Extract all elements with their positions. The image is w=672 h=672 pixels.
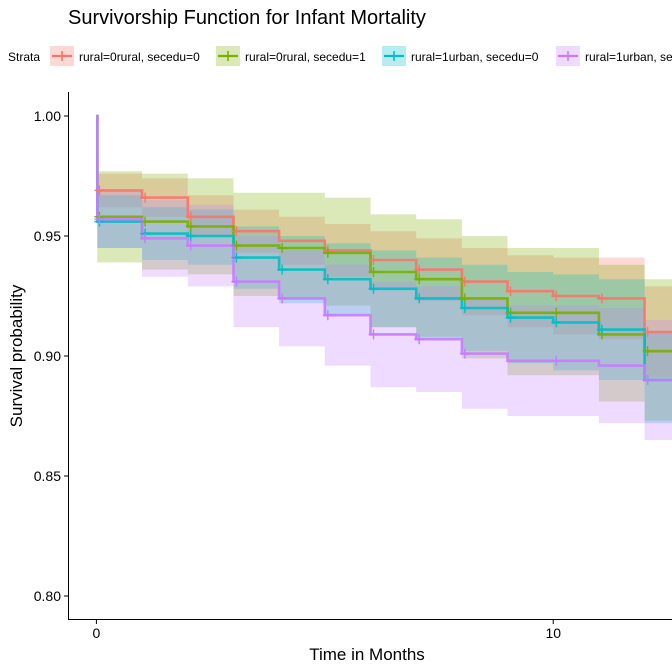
censor-mark-rural-0rural-secedu-0-8 <box>505 286 516 297</box>
y-axis-label: Survival probability <box>7 284 26 427</box>
censor-mark-rural-1urban-secedu-1-2 <box>185 240 196 251</box>
censor-mark-rural-1urban-secedu-1-9 <box>551 355 562 366</box>
censor-mark-rural-0rural-secedu-0-3 <box>231 226 242 237</box>
censor-mark-rural-0rural-secedu-0-11 <box>642 327 653 337</box>
ci-band-rural-1urban-secedu-1 <box>96 116 672 440</box>
censor-marks <box>94 185 653 385</box>
censor-mark-rural-0rural-secedu-0-0 <box>94 185 105 196</box>
x-axis-ticks: 0 10 <box>93 620 561 641</box>
y-tick-label: 0.95 <box>34 228 61 244</box>
y-tick-label: 1.00 <box>34 108 61 124</box>
censor-mark-rural-1urban-secedu-0-4 <box>277 264 288 275</box>
legend-item-rural-0rural-secedu-1: rural=0rural, secedu=1 <box>216 46 366 66</box>
censor-mark-rural-1urban-secedu-1-8 <box>459 348 470 359</box>
censor-mark-rural-0rural-secedu-1-2 <box>185 221 196 232</box>
legend-item-rural-0rural-secedu-0: rural=0rural, secedu=0 <box>50 46 200 66</box>
censor-mark-rural-0rural-secedu-1-1 <box>140 216 151 227</box>
legend-title: Strata <box>8 50 40 64</box>
censor-mark-rural-0rural-secedu-1-7 <box>414 274 425 285</box>
censor-mark-rural-1urban-secedu-0-10 <box>551 317 562 328</box>
legend-label: rural=0rural, secedu=0 <box>79 50 200 64</box>
survival-curve-rural-1urban-secedu-1 <box>96 114 672 382</box>
censor-mark-rural-1urban-secedu-0-5 <box>322 274 333 285</box>
survival-curve-rural-1urban-secedu-0 <box>96 114 672 382</box>
legend-label: rural=0rural, secedu=1 <box>245 50 366 64</box>
x-axis-label: Time in Months <box>309 645 425 664</box>
censor-mark-rural-0rural-secedu-1-10 <box>551 307 562 318</box>
legend-item-rural-1urban-secedu-1: rural=1urban, secedu=1 <box>556 46 672 66</box>
censor-mark-rural-0rural-secedu-0-2 <box>185 211 196 222</box>
censor-mark-rural-1urban-secedu-1-7 <box>414 334 425 345</box>
censor-mark-rural-0rural-secedu-1-12 <box>642 346 653 357</box>
x-tick-label: 0 <box>93 625 101 641</box>
censor-mark-rural-0rural-secedu-0-10 <box>596 293 607 304</box>
censor-mark-rural-0rural-secedu-0-1 <box>140 192 151 203</box>
censor-mark-rural-0rural-secedu-1-4 <box>277 243 288 253</box>
legend: Strata rural=0rural, secedu=0 rural=0rura… <box>8 46 672 66</box>
y-tick-label: 0.85 <box>34 468 61 484</box>
censor-mark-rural-1urban-secedu-1-10 <box>642 375 653 385</box>
censor-mark-rural-1urban-secedu-1-1 <box>140 233 151 244</box>
censor-mark-rural-1urban-secedu-1-4 <box>277 293 288 304</box>
y-tick-label: 0.90 <box>34 348 61 364</box>
censor-mark-rural-1urban-secedu-1-5 <box>322 310 333 321</box>
censor-mark-rural-1urban-secedu-0-8 <box>459 303 470 313</box>
censor-mark-rural-0rural-secedu-1-3 <box>231 240 242 251</box>
censor-mark-rural-0rural-secedu-1-8 <box>459 293 470 304</box>
confidence-bands <box>96 116 672 440</box>
censor-mark-rural-0rural-secedu-1-5 <box>322 247 333 258</box>
censor-mark-rural-0rural-secedu-1-6 <box>368 267 379 277</box>
censor-mark-rural-1urban-secedu-0-3 <box>231 252 242 263</box>
censor-mark-rural-1urban-secedu-0-9 <box>505 312 516 323</box>
censor-mark-rural-0rural-secedu-0-6 <box>414 264 425 275</box>
y-axis-ticks: 0.80 0.85 0.90 0.95 1.00 <box>34 108 68 604</box>
censor-mark-rural-1urban-secedu-1-3 <box>231 276 242 287</box>
survival-curves <box>96 114 672 382</box>
censor-mark-rural-0rural-secedu-0-5 <box>368 255 379 265</box>
y-tick-label: 0.80 <box>34 588 61 604</box>
censor-mark-rural-1urban-secedu-0-11 <box>596 324 607 335</box>
survival-curve-rural-0rural-secedu-1 <box>96 114 672 353</box>
censor-mark-rural-1urban-secedu-0-7 <box>414 293 425 304</box>
legend-item-rural-1urban-secedu-0: rural=1urban, secedu=0 <box>382 46 539 66</box>
censor-mark-rural-0rural-secedu-0-7 <box>459 276 470 287</box>
chart-title: Survivorship Function for Infant Mortali… <box>68 7 426 29</box>
censor-mark-rural-1urban-secedu-1-0 <box>94 214 105 225</box>
censor-mark-rural-1urban-secedu-0-2 <box>185 231 196 241</box>
censor-mark-rural-1urban-secedu-1-6 <box>368 329 379 340</box>
censor-mark-rural-0rural-secedu-0-9 <box>551 291 562 301</box>
x-tick-label: 10 <box>545 625 561 641</box>
censor-mark-rural-1urban-secedu-0-6 <box>368 283 379 294</box>
legend-label: rural=1urban, secedu=1 <box>585 50 672 64</box>
ci-band-rural-0rural-secedu-1 <box>96 116 672 421</box>
legend-label: rural=1urban, secedu=0 <box>411 50 539 64</box>
ci-band-rural-1urban-secedu-0 <box>96 116 672 424</box>
